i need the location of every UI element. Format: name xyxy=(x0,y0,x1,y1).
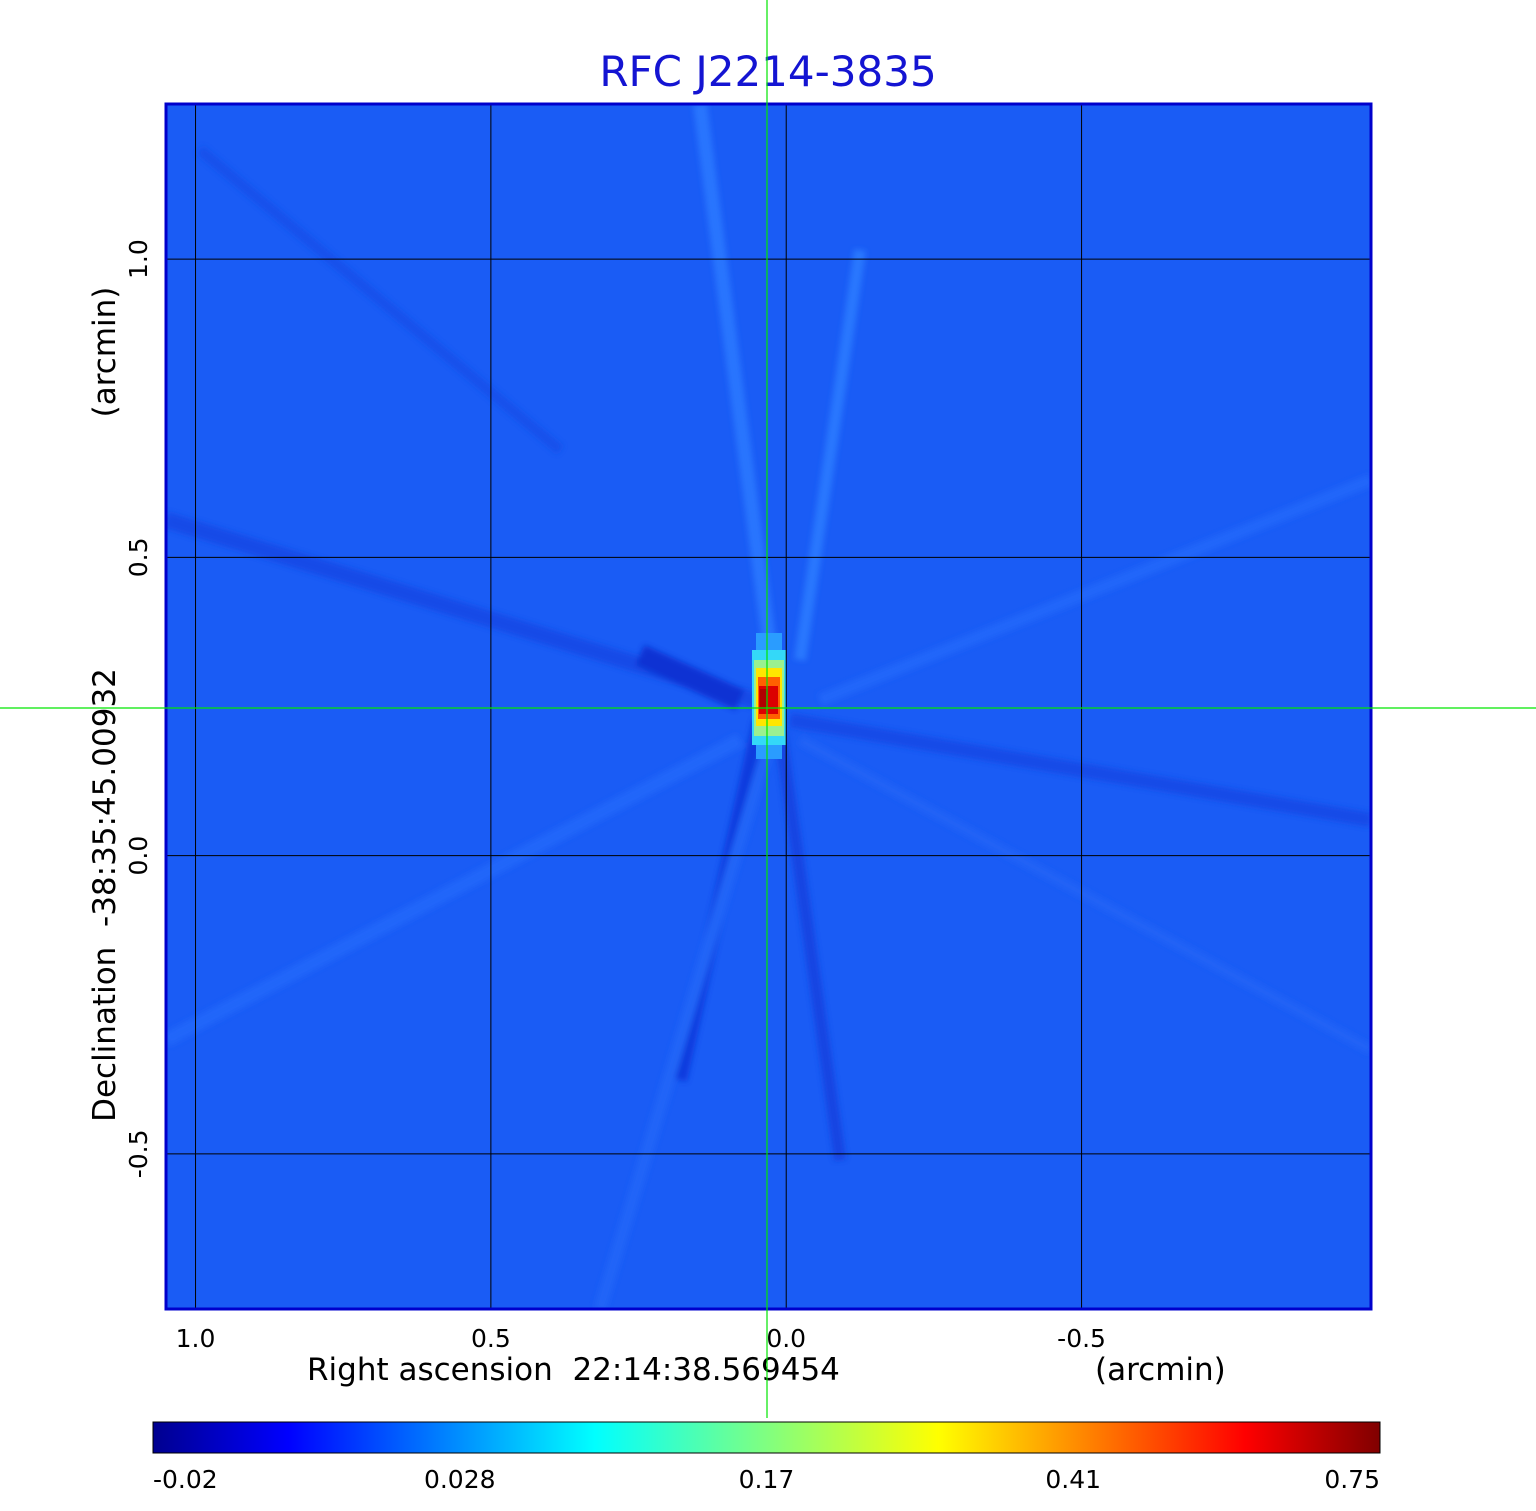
y-tick-labels: 1.0 0.5 0.0 -0.5 xyxy=(124,239,153,1178)
colorbar-tick-label: 0.75 xyxy=(1324,1465,1380,1494)
grid-horizontal-lines xyxy=(166,258,1371,1155)
chart-title: RFC J2214-3835 xyxy=(599,47,936,96)
map-image xyxy=(166,104,1371,1309)
source-blob xyxy=(752,633,786,759)
streak-light xyxy=(817,474,1371,706)
x-tick-label: 0.5 xyxy=(471,1324,511,1353)
x-tick-label: 0.0 xyxy=(766,1324,806,1353)
y-axis-unit: (arcmin) xyxy=(87,287,123,418)
y-tick-label: 1.0 xyxy=(124,239,153,279)
streak-dark xyxy=(788,713,1371,827)
x-tick-label: -0.5 xyxy=(1057,1324,1106,1353)
streak-light xyxy=(797,735,1371,1055)
colorbar-tick-labels: -0.02 0.028 0.17 0.41 0.75 xyxy=(153,1465,1380,1494)
colorbar-tick-label: 0.17 xyxy=(739,1465,795,1494)
y-tick-label: 0.5 xyxy=(124,537,153,577)
streak-dark xyxy=(774,729,846,1161)
streak-dark xyxy=(196,146,564,454)
y-tick-label: 0.0 xyxy=(124,836,153,876)
grid-vertical-lines xyxy=(195,104,1083,1309)
streak-light xyxy=(166,733,744,1047)
streak-dark xyxy=(635,644,745,711)
colorbar xyxy=(152,1421,1381,1454)
streak-light xyxy=(594,738,776,1309)
x-axis-label: Right ascension 22:14:38.569454 xyxy=(307,1352,840,1388)
map-frame xyxy=(164,102,1373,1311)
x-tick-labels: 1.0 0.5 0.0 -0.5 xyxy=(176,1324,1106,1353)
x-axis-unit: (arcmin) xyxy=(1095,1352,1226,1388)
source-peak-pixel xyxy=(760,689,768,709)
y-axis-label: Declination -38:35:45.00932 xyxy=(87,668,123,1122)
x-tick-label: 1.0 xyxy=(176,1324,216,1353)
y-tick-label: -0.5 xyxy=(124,1130,153,1179)
colorbar-tick-label: 0.41 xyxy=(1045,1465,1101,1494)
sidelobe-streaks xyxy=(166,104,1371,1309)
colorbar-tick-label: -0.02 xyxy=(153,1465,218,1494)
colorbar-tick-label: 0.028 xyxy=(424,1465,496,1494)
streak-light xyxy=(693,104,777,651)
streak-light xyxy=(794,249,866,661)
